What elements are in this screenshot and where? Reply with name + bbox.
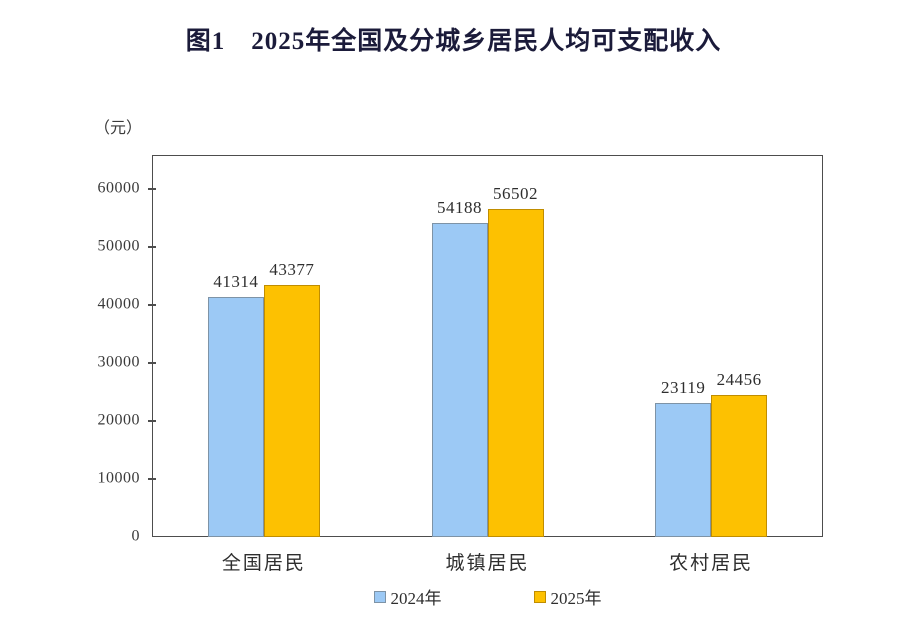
- y-tick-label-0: 0: [131, 527, 140, 545]
- y-tick-mark-40000: [148, 304, 156, 306]
- bar-2024年-城镇居民: [431, 222, 488, 537]
- chart-title: 图1 2025年全国及分城乡居民人均可支配收入: [185, 28, 722, 55]
- bar-value-label-2025年-农村居民: 24456: [716, 370, 762, 390]
- legend-item-2024: 2024年: [373, 584, 442, 609]
- bar-2024年-农村居民: [655, 402, 712, 537]
- x-category-label-农村居民: 农村居民: [669, 553, 754, 574]
- bar-2025年-城镇居民: [487, 209, 544, 537]
- y-tick-label-40000: 40000: [97, 295, 140, 313]
- legend-swatch-2025: [533, 590, 546, 603]
- bar-2025年-全国居民: [263, 285, 320, 537]
- x-category-label-城镇居民: 城镇居民: [445, 553, 530, 574]
- bar-value-label-2025年-全国居民: 43377: [269, 260, 315, 280]
- y-tick-mark-30000: [148, 362, 156, 364]
- bar-value-label-2025年-城镇居民: 56502: [493, 184, 538, 204]
- bar-2025年-农村居民: [711, 395, 768, 537]
- y-tick-label-10000: 10000: [97, 469, 140, 487]
- y-tick-label-20000: 20000: [97, 411, 140, 429]
- legend-swatch-2024: [373, 590, 386, 603]
- bar-value-label-2024年-城镇居民: 54188: [437, 197, 482, 217]
- legend-label-2025: 2025年: [550, 589, 602, 608]
- legend-label-2024: 2024年: [390, 589, 442, 608]
- y-axis-unit-label: （元）: [94, 120, 143, 137]
- bar-2024年-全国居民: [207, 297, 264, 537]
- y-tick-mark-60000: [148, 188, 156, 190]
- legend-item-2025: 2025年: [533, 584, 602, 609]
- y-tick-mark-50000: [148, 246, 156, 248]
- y-tick-label-60000: 60000: [97, 179, 140, 197]
- bar-value-label-2024年-全国居民: 41314: [213, 272, 259, 292]
- x-category-label-全国居民: 全国居民: [221, 553, 306, 574]
- y-tick-label-50000: 50000: [97, 237, 140, 255]
- legend: 2024年 2025年: [152, 584, 823, 609]
- bar-value-label-2024年-农村居民: 23119: [660, 377, 706, 397]
- y-tick-mark-20000: [148, 420, 156, 422]
- y-tick-label-30000: 30000: [97, 353, 140, 371]
- y-tick-mark-10000: [148, 478, 156, 480]
